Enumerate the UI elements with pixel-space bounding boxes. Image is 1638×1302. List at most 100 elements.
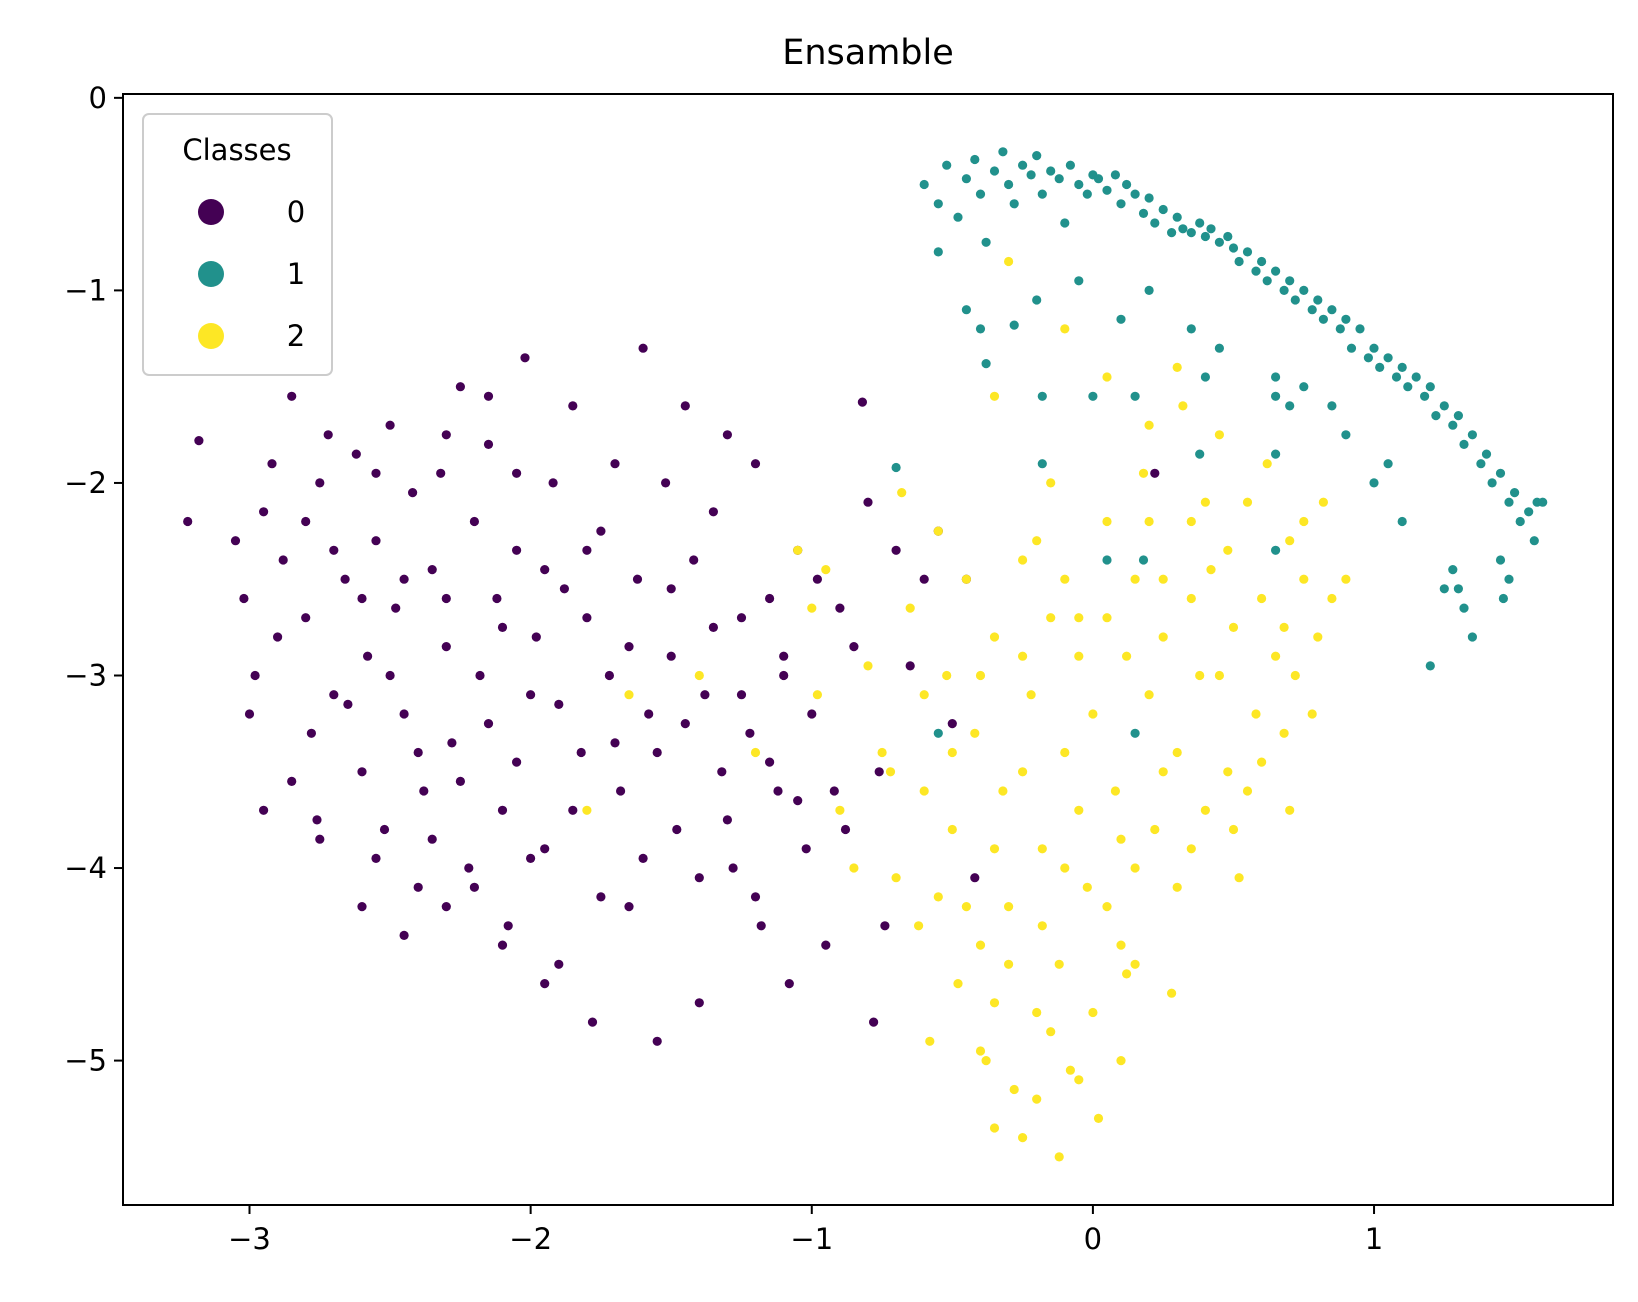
point-class-0 [694,998,704,1008]
point-class-2 [1074,613,1084,623]
point-class-1 [1459,439,1469,449]
point-class-0 [315,478,325,488]
point-class-0 [329,690,339,700]
point-class-2 [1144,516,1154,527]
x-tick-label: 1 [1365,1222,1383,1256]
point-class-1 [1065,160,1075,170]
point-class-2 [1172,882,1182,892]
point-class-1 [998,147,1008,157]
point-class-2 [793,545,803,555]
point-class-2 [981,1056,991,1066]
point-class-1 [1223,231,1233,242]
point-class-1 [1318,314,1328,324]
point-class-2 [975,1046,986,1056]
point-class-0 [765,593,775,604]
point-class-0 [568,401,578,411]
point-class-2 [905,603,915,613]
point-class-0 [596,892,606,902]
point-class-0 [568,805,578,815]
point-class-0 [829,786,839,796]
point-class-0 [250,670,260,681]
point-class-1 [1037,189,1047,199]
point-class-2 [947,747,957,758]
point-class-2 [1102,902,1112,912]
point-class-0 [399,709,409,719]
point-class-1 [1448,565,1458,575]
point-class-0 [239,593,249,604]
point-class-1 [1335,324,1345,334]
point-class-0 [441,430,451,440]
point-class-0 [520,353,530,363]
point-class-0 [812,574,823,584]
point-class-2 [849,863,859,873]
point-class-2 [1009,1084,1019,1095]
point-class-1 [1009,199,1019,209]
point-class-2 [1257,757,1267,767]
point-class-2 [1242,786,1253,796]
point-class-2 [1088,1007,1098,1018]
point-class-1 [1054,174,1064,184]
point-class-2 [863,661,873,671]
point-class-1 [1504,574,1514,584]
point-class-1 [933,199,943,209]
point-class-2 [1060,574,1070,584]
point-class-2 [624,690,634,700]
point-class-0 [596,526,606,536]
point-class-0 [666,584,676,594]
point-class-0 [492,593,502,604]
point-class-0 [503,921,513,931]
point-class-0 [779,651,789,661]
point-class-0 [497,805,508,815]
point-class-2 [1060,747,1070,758]
point-class-0 [905,661,915,671]
y-axis: 0 −1 −2 −3 −4 −5 [64,81,123,1078]
point-class-2 [1138,468,1149,478]
point-class-0 [301,613,311,623]
point-class-1 [1130,189,1140,199]
point-class-0 [554,699,564,710]
point-class-2 [1234,873,1244,883]
point-class-1 [1186,324,1196,334]
point-class-2 [919,786,929,796]
point-class-1 [1439,584,1449,594]
point-class-2 [989,632,1000,642]
chart-title: Ensamble [782,33,954,73]
point-class-0 [632,574,643,584]
point-class-1 [1009,320,1019,330]
point-class-2 [821,565,831,575]
point-class-0 [312,815,322,825]
point-class-1 [1383,353,1393,363]
point-class-0 [273,632,283,642]
point-class-2 [1060,863,1070,873]
point-class-1 [1144,285,1154,295]
point-class-1 [1355,324,1365,334]
point-class-0 [483,391,494,401]
point-class-0 [531,632,541,642]
point-class-1 [1228,243,1239,253]
point-class-0 [287,776,297,787]
point-class-2 [1341,574,1351,584]
point-class-2 [885,767,896,777]
point-class-0 [947,719,957,729]
point-class-0 [644,709,654,719]
point-class-0 [385,670,395,681]
point-class-0 [526,690,536,700]
y-tick-label: −3 [64,658,107,692]
point-class-2 [1186,844,1196,854]
point-class-0 [469,516,479,527]
point-class-1 [1046,166,1056,176]
point-class-1 [942,160,952,170]
point-class-1 [1495,555,1506,565]
point-class-0 [736,690,747,700]
point-class-0 [745,728,755,738]
point-class-2 [1251,709,1261,719]
legend-label-1: 1 [287,257,305,291]
point-class-1 [1130,391,1140,401]
point-class-2 [1130,959,1140,969]
y-tick-label: 0 [89,81,107,115]
point-class-2 [1150,824,1160,835]
point-class-1 [1004,179,1014,190]
point-class-1 [1515,516,1525,527]
point-class-1 [1341,314,1351,324]
point-class-1 [1481,449,1492,459]
